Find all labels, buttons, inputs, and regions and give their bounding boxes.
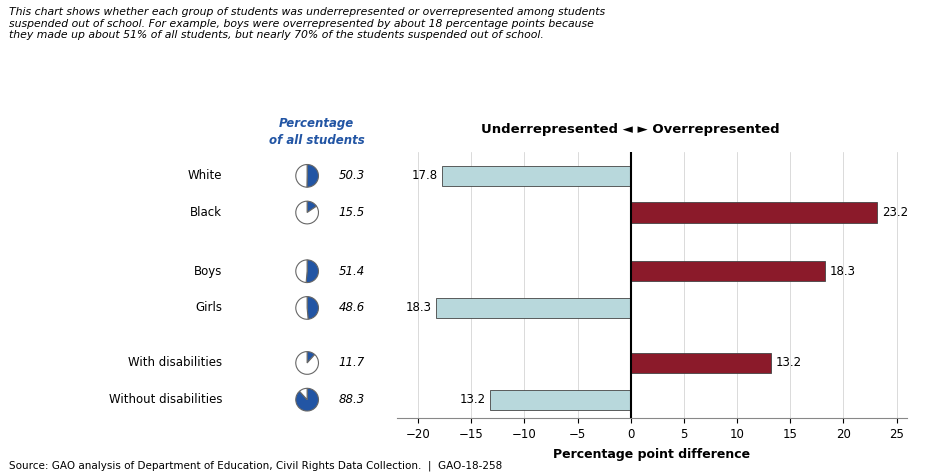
Bar bbox=[631, 353, 770, 373]
Text: With disabilities: With disabilities bbox=[127, 356, 222, 370]
Wedge shape bbox=[295, 201, 318, 224]
Text: 18.3: 18.3 bbox=[829, 265, 854, 278]
Text: Percentage
of all students: Percentage of all students bbox=[268, 117, 364, 147]
Bar bbox=[436, 298, 631, 318]
Text: 23.2: 23.2 bbox=[881, 206, 907, 219]
Wedge shape bbox=[299, 389, 307, 399]
Text: 48.6: 48.6 bbox=[338, 302, 364, 314]
Bar bbox=[441, 166, 631, 186]
Text: Boys: Boys bbox=[194, 265, 222, 278]
X-axis label: Percentage point difference: Percentage point difference bbox=[553, 447, 750, 461]
Text: Girls: Girls bbox=[194, 302, 222, 314]
Text: 13.2: 13.2 bbox=[774, 356, 801, 370]
Wedge shape bbox=[295, 260, 307, 283]
Text: White: White bbox=[187, 170, 222, 182]
Text: Without disabilities: Without disabilities bbox=[109, 393, 222, 406]
Text: 88.3: 88.3 bbox=[338, 393, 364, 406]
Wedge shape bbox=[306, 260, 318, 283]
Text: Source: GAO analysis of Department of Education, Civil Rights Data Collection.  : Source: GAO analysis of Department of Ed… bbox=[9, 461, 502, 471]
Wedge shape bbox=[307, 201, 316, 212]
Text: 50.3: 50.3 bbox=[338, 170, 364, 182]
Text: 15.5: 15.5 bbox=[338, 206, 364, 219]
Wedge shape bbox=[295, 164, 307, 187]
Text: Underrepresented ◄ ► Overrepresented: Underrepresented ◄ ► Overrepresented bbox=[480, 123, 780, 136]
Wedge shape bbox=[307, 164, 318, 187]
Bar bbox=[490, 390, 631, 410]
Text: 13.2: 13.2 bbox=[460, 393, 485, 406]
Text: Black: Black bbox=[190, 206, 222, 219]
Text: 11.7: 11.7 bbox=[338, 356, 364, 370]
Text: This chart shows whether each group of students was underrepresented or overrepr: This chart shows whether each group of s… bbox=[9, 7, 605, 40]
Wedge shape bbox=[307, 296, 318, 319]
Wedge shape bbox=[295, 352, 318, 374]
Text: 17.8: 17.8 bbox=[411, 170, 437, 182]
Text: 18.3: 18.3 bbox=[406, 302, 431, 314]
Text: 51.4: 51.4 bbox=[338, 265, 364, 278]
Wedge shape bbox=[295, 296, 308, 319]
Bar bbox=[631, 261, 824, 281]
Bar bbox=[631, 202, 876, 223]
Wedge shape bbox=[295, 389, 318, 411]
Wedge shape bbox=[307, 352, 314, 363]
